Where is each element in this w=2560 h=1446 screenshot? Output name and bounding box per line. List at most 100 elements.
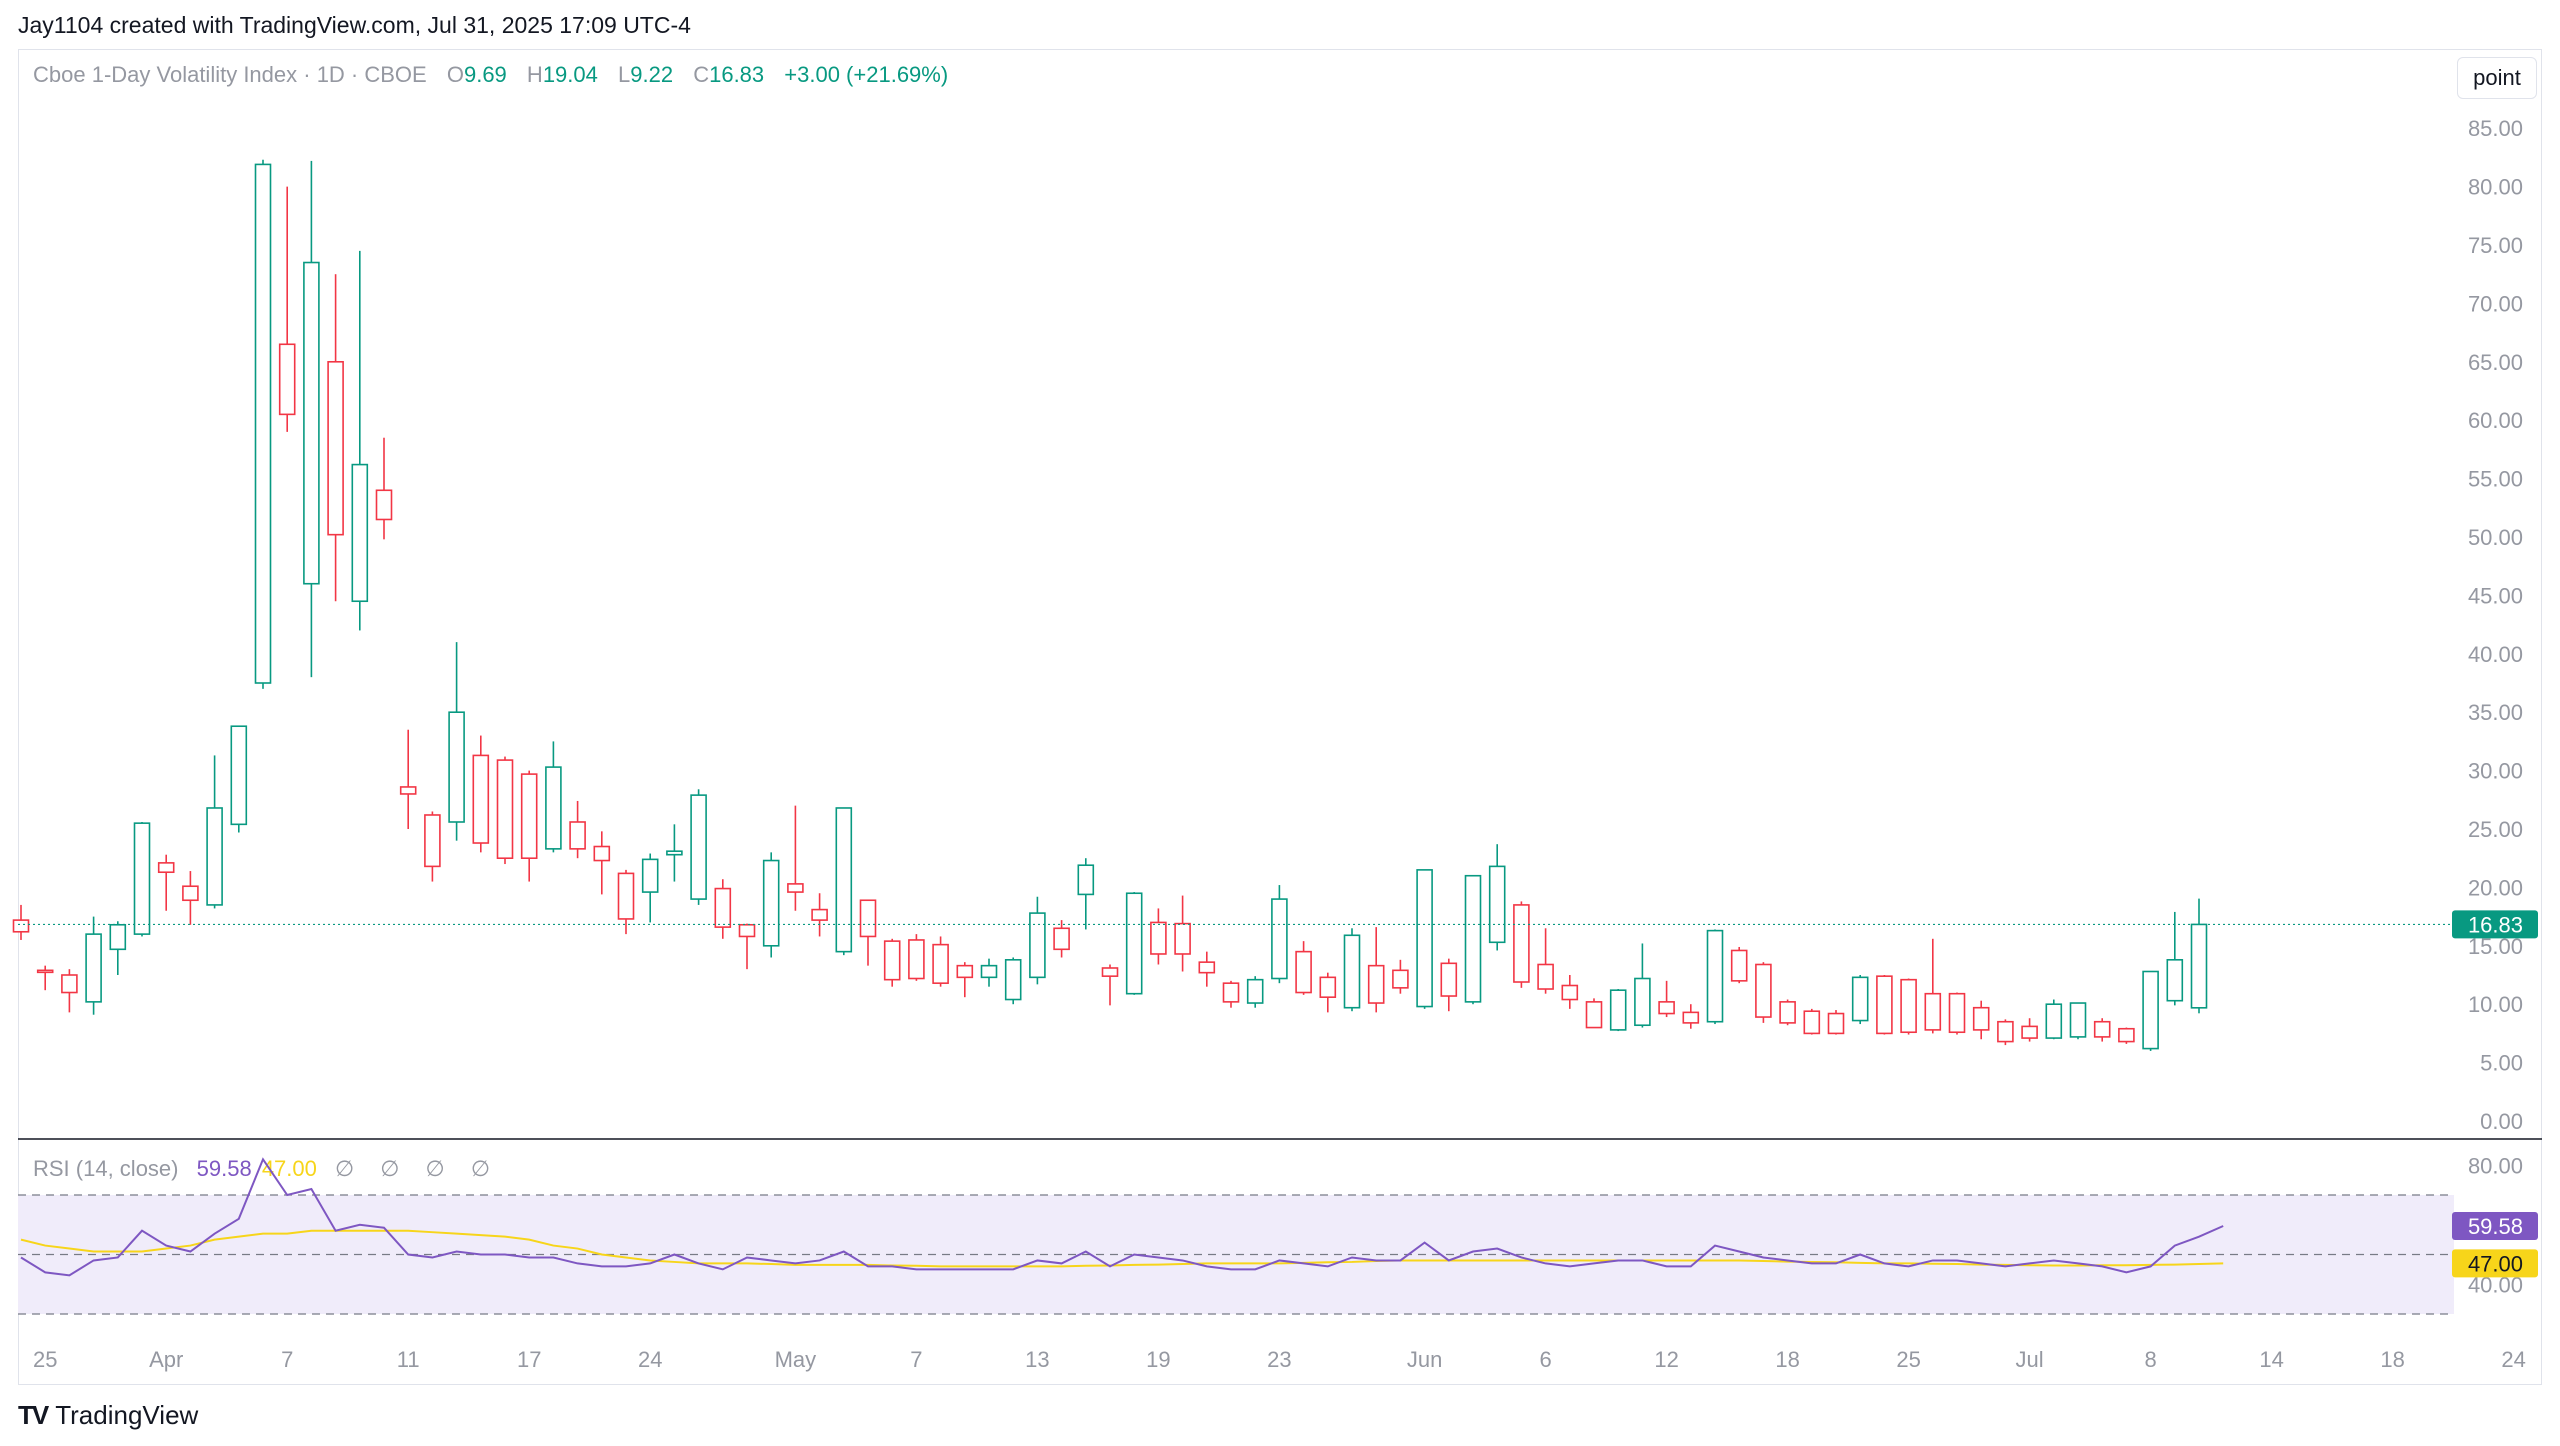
- candle-body: [1779, 1001, 1796, 1024]
- candle: [278, 186, 296, 432]
- candle-body: [1246, 978, 1264, 1004]
- candle: [2166, 911, 2184, 1006]
- price-axis-tick: 55.00: [2468, 467, 2523, 492]
- candle-body: [1101, 967, 1119, 977]
- last-price-tag-bg: [2452, 910, 2538, 939]
- rsi-value-tag: 59.58: [2452, 1211, 2538, 1240]
- candle-body: [1464, 874, 1482, 1003]
- price-unit-button[interactable]: point: [2457, 57, 2537, 99]
- candle: [1706, 929, 1724, 1025]
- candle-body: [1585, 1001, 1603, 1029]
- rsi-line: [20, 1157, 2224, 1277]
- candle-body: [932, 943, 949, 984]
- rsi-value-tag-bg: [2452, 1211, 2538, 1240]
- candle-body: [956, 964, 974, 979]
- candle: [1827, 1010, 1845, 1035]
- candle-body: [1851, 976, 1869, 1022]
- candle-body: [1513, 904, 1530, 983]
- candle: [1585, 998, 1603, 1029]
- axes-group: 0.005.0010.0015.0020.0025.0030.0035.0040…: [18, 116, 2542, 1372]
- candle: [206, 755, 223, 909]
- candle-body: [908, 939, 925, 980]
- candles-group: [12, 159, 2454, 1051]
- candle-body: [1174, 922, 1191, 955]
- candle-body: [835, 807, 853, 953]
- candle-body: [12, 919, 30, 933]
- candle-body: [1658, 1001, 1675, 1015]
- price-axis-tick: 30.00: [2468, 759, 2523, 784]
- candle: [12, 904, 30, 940]
- time-axis-tick: 17: [517, 1347, 541, 1372]
- candle-body: [1222, 982, 1240, 1003]
- time-axis-tick: 24: [2501, 1347, 2525, 1372]
- candle-body: [61, 974, 78, 994]
- price-tags-group: 16.83 59.58 47.00: [2452, 910, 2538, 1278]
- candle: [1488, 844, 1506, 951]
- candle-body: [1004, 959, 1022, 1001]
- time-axis-tick: Jul: [2016, 1347, 2044, 1372]
- candle-body: [1924, 992, 1942, 1031]
- candle: [1876, 975, 1893, 1035]
- candle: [133, 821, 151, 937]
- rsi-label[interactable]: RSI (14, close): [33, 1156, 179, 1181]
- candle: [1150, 908, 1167, 965]
- candle: [762, 852, 780, 958]
- candle-body: [1876, 975, 1893, 1035]
- candle: [109, 921, 127, 975]
- candle-body: [1053, 927, 1070, 951]
- candle: [2142, 970, 2159, 1051]
- time-axis-tick: 11: [397, 1347, 420, 1372]
- candle-body: [1755, 963, 1772, 1018]
- candle-body: [351, 463, 369, 603]
- close-label: C: [693, 62, 710, 87]
- candle: [932, 936, 949, 987]
- candle: [448, 642, 465, 841]
- symbol-description[interactable]: Cboe 1-Day Volatility Index · 1D · CBOE: [33, 62, 427, 87]
- candle-body: [545, 766, 562, 850]
- price-axis-tick: 0.00: [2480, 1109, 2523, 1134]
- candle: [883, 938, 901, 987]
- time-axis-tick: 23: [1267, 1347, 1291, 1372]
- candle: [859, 899, 877, 966]
- candle: [666, 824, 683, 882]
- candle: [36, 965, 54, 991]
- close-value: 16.83: [709, 62, 765, 87]
- rsi-value-tag-text: 59.58: [2468, 1214, 2523, 1239]
- candle-body: [327, 360, 344, 536]
- candle-body: [1948, 992, 1966, 1034]
- candle-body: [1343, 934, 1361, 1009]
- rsi-axis-tick: 80.00: [2468, 1153, 2523, 1178]
- candle: [593, 831, 611, 895]
- candle-body: [2093, 1020, 2111, 1038]
- candle-body: [36, 969, 54, 974]
- chart-frame: [18, 49, 2542, 1385]
- time-axis-tick: 18: [2380, 1347, 2404, 1372]
- candle-body: [1271, 898, 1288, 980]
- candle-body: [254, 163, 272, 684]
- candle: [2021, 1018, 2038, 1042]
- candle: [1779, 999, 1796, 1026]
- candle: [2118, 1027, 2135, 1044]
- time-axis-tick: 6: [1539, 1347, 1551, 1372]
- candle-body: [714, 887, 732, 928]
- candle-body: [762, 859, 780, 947]
- candle: [230, 725, 248, 833]
- candle-body: [883, 940, 901, 981]
- brand[interactable]: TV TradingView: [18, 1400, 198, 1431]
- high-value: 19.04: [542, 62, 598, 87]
- candle-body: [206, 807, 223, 906]
- candle: [1803, 1008, 1821, 1035]
- candle-body: [980, 964, 998, 979]
- candle: [1295, 941, 1312, 995]
- candle: [835, 807, 853, 956]
- candle: [1101, 964, 1119, 1006]
- candle: [157, 854, 175, 911]
- candle-body: [303, 261, 320, 585]
- price-axis-tick: 75.00: [2468, 233, 2523, 258]
- time-axis-tick: May: [775, 1347, 817, 1372]
- candle: [1440, 958, 1458, 1012]
- candle-body: [1367, 964, 1385, 1004]
- candle-body: [1827, 1012, 1845, 1035]
- candle-body: [448, 711, 465, 823]
